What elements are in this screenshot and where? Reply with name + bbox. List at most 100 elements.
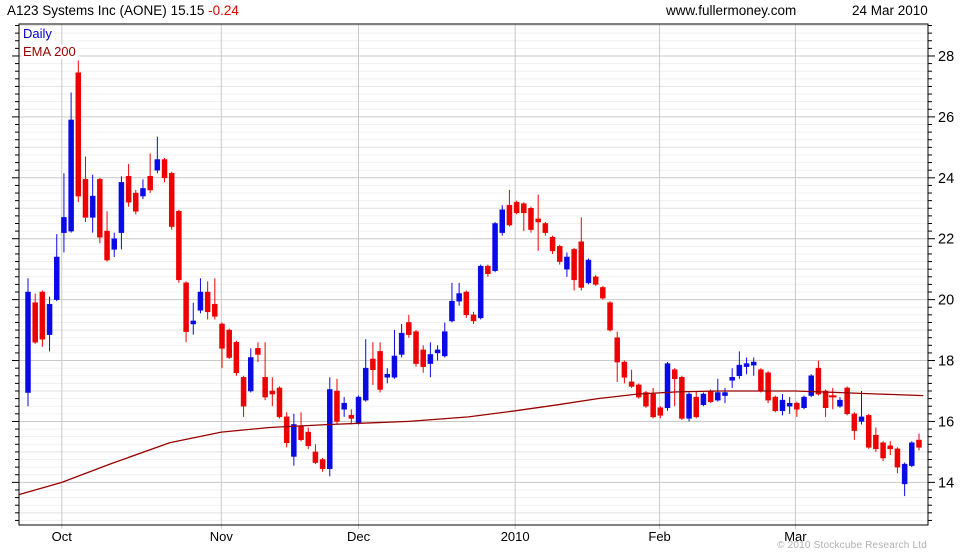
candle [628,369,635,388]
ema-200-line [19,390,924,496]
candle-body [873,434,879,450]
candle [413,330,419,367]
copyright-notice: © 2010 Stockcube Research Ltd [777,540,927,551]
candle-body [341,402,347,410]
candle-body [758,369,764,392]
candle-body [779,399,786,412]
candle-body [183,282,189,332]
candle-body [528,208,534,230]
candle-body [262,377,268,398]
candle-body [248,357,254,392]
candle [607,301,613,332]
candle-body [671,369,678,380]
candle [873,427,879,452]
candle-body [384,373,391,378]
candle [851,412,858,440]
candle-body [650,393,656,418]
y-tick-label: 16 [938,414,954,430]
candle-body [578,241,585,288]
candle [571,247,577,291]
candle [226,328,232,360]
y-axis-labels: 14 16 18 20 22 24 26 28 [938,49,954,491]
candle [621,360,628,384]
candle [564,252,570,277]
y-tick-label: 26 [938,110,954,126]
candle [111,232,117,257]
candle [168,171,175,230]
x-tick-label: 2010 [501,529,530,544]
candle-body [801,396,807,408]
x-tick-label: Feb [648,529,670,544]
candle [801,395,807,410]
candle-body [499,209,505,233]
candle-body [111,238,117,250]
candle-body [492,223,498,271]
candle [75,60,82,203]
candle [679,375,685,420]
candle-body [700,393,707,405]
candle [355,395,362,425]
ema-line [19,390,924,496]
candle [600,285,606,300]
candle [46,296,53,352]
candle [125,164,132,207]
candle-body [89,195,96,218]
candle-body [434,349,441,354]
candle-body [887,445,894,450]
candle-body [240,377,247,407]
candle-body [901,463,908,485]
x-tick-label: Oct [52,529,73,544]
last-price: 15.15 [170,3,205,18]
price-change: -0.24 [208,3,239,18]
candle-body [808,375,814,396]
candle [161,158,168,183]
candle-body [765,372,771,401]
candle [592,275,599,286]
x-tick-label: Dec [347,529,371,544]
candle [406,314,412,338]
candle-body [549,236,556,252]
candle-body [736,364,743,377]
x-tick-label: Mar [784,529,807,544]
candle [442,322,448,358]
candle [312,444,319,465]
candle [147,153,153,194]
candle [887,441,894,455]
candle [829,387,837,410]
candle [427,342,434,378]
candle [506,189,513,227]
candle-body [104,230,110,261]
candle [305,427,311,449]
candle-body [657,407,664,416]
candle-body [147,176,153,191]
candle [736,351,743,379]
candle [140,179,146,200]
x-axis-labels: Oct Nov Dec 2010 Feb Mar [52,529,808,544]
candle [513,200,520,215]
candle [240,375,247,417]
candle [219,322,225,369]
y-tick-label: 14 [938,475,954,491]
candle [700,392,707,407]
x-tick-label: Nov [210,529,234,544]
candle [521,202,527,232]
candle [176,209,182,283]
candle [535,194,541,251]
candle-body [362,367,369,401]
candle-body [118,182,125,233]
candle-body [291,424,297,457]
candle-body [204,291,211,313]
candle-body [355,396,362,424]
candle-body [377,351,383,390]
candle [492,221,498,273]
candle [815,360,822,396]
candle [636,383,642,399]
candle [909,441,915,468]
candle [470,311,477,324]
legend-daily-label: Daily [21,26,54,41]
candle-body [391,355,398,378]
candle-body [305,431,311,447]
candle-body [327,389,333,469]
